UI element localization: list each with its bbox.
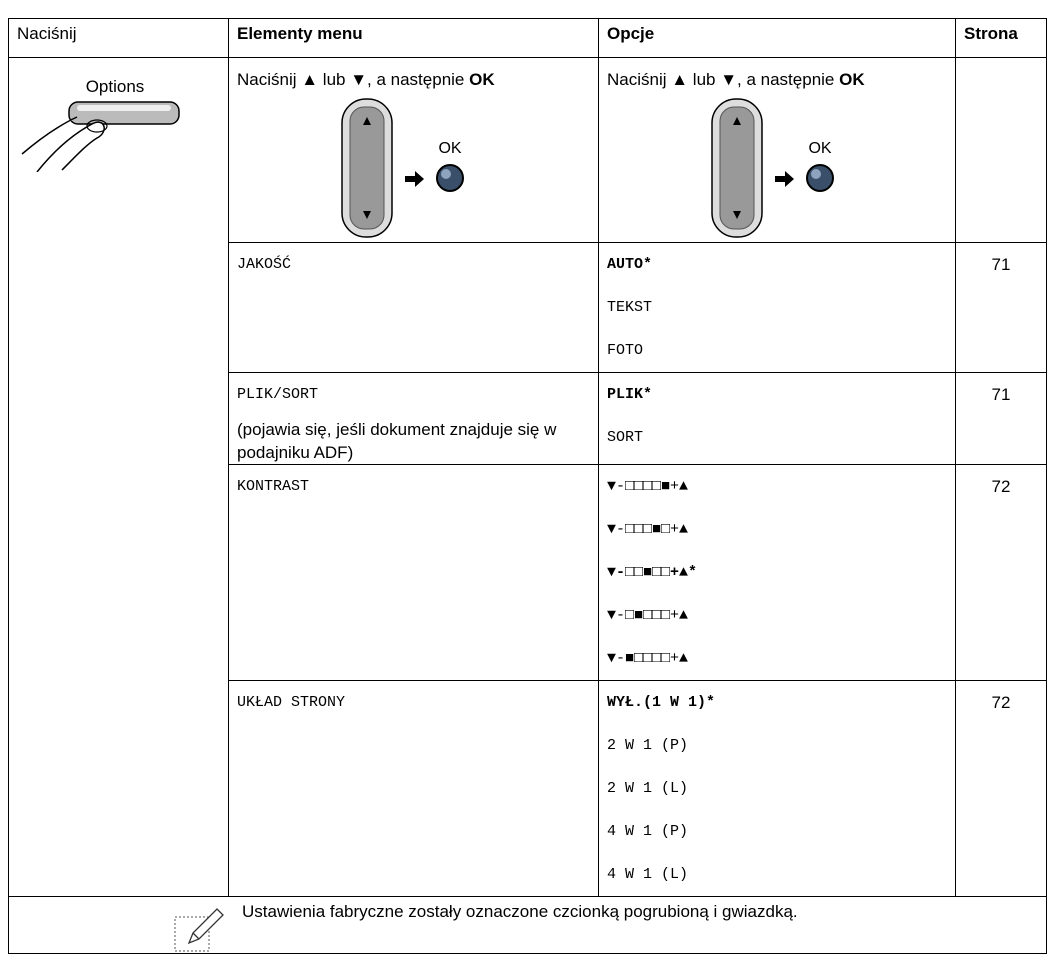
option: 2 W 1 (P) xyxy=(607,737,689,754)
down-arrow xyxy=(363,211,371,219)
instruction-bold: OK xyxy=(839,70,865,89)
option: TEKST xyxy=(607,299,653,316)
instruction: Naciśnij ▲ lub ▼, a następnie xyxy=(607,70,835,89)
right-arrow xyxy=(775,171,794,187)
press-cell: Options xyxy=(8,57,229,897)
fingernail xyxy=(86,119,108,133)
ok-shine xyxy=(441,169,451,179)
menu-item: KONTRAST xyxy=(237,478,310,495)
note-wrap: Ustawienia fabryczne zostały oznaczone c… xyxy=(17,897,1046,953)
page-cell: 71 xyxy=(955,372,1047,465)
item-cell: PLIK/SORT (pojawia się, jeśli dokument zn… xyxy=(228,372,599,465)
menu-row: PLIK/SORT (pojawia się, jeśli dokument zn… xyxy=(9,372,1047,465)
instruction-cell: Naciśnij ▲ lub ▼, a następnie OK OK xyxy=(598,57,956,243)
header-row: Naciśnij Elementy menu Opcje Strona xyxy=(8,18,1047,58)
instruction-text: Naciśnij ▲ lub ▼, a następnie OK xyxy=(237,65,598,95)
rocker-inner xyxy=(719,106,755,230)
page-number: 71 xyxy=(991,385,1011,404)
option: SORT xyxy=(607,429,644,446)
instruction-row: Options Naciśnij ▲ lub ▼, a następnie OK O… xyxy=(8,57,1047,897)
options-button: Options xyxy=(21,77,180,172)
ok-label: OK xyxy=(808,140,831,157)
option: ▼-□□□□■+▲ xyxy=(607,478,689,495)
page-number: 72 xyxy=(991,693,1011,712)
header-cell: Naciśnij xyxy=(8,18,229,58)
ok-button xyxy=(806,164,834,192)
options-cell: ▼-□□□□■+▲ ▼-□□□■□+▲ ▼-□□■□□+▲* ▼-□■□□□+▲ ▼-■… xyxy=(598,464,956,681)
option: AUTO* xyxy=(607,256,653,273)
option: ▼-■□□□□+▲ xyxy=(607,650,689,667)
note-text: Ustawienia fabryczne zostały oznaczone c… xyxy=(242,902,798,921)
finger xyxy=(21,116,105,172)
instruction-bold: OK xyxy=(469,70,495,89)
menu-item: JAKOŚĆ xyxy=(237,256,292,273)
menu-item: UKŁAD STRONY xyxy=(237,694,346,711)
option: 4 W 1 (L) xyxy=(607,866,689,883)
item-cell: KONTRAST xyxy=(228,464,599,681)
menu-row: UKŁAD STRONY WYŁ.(1 W 1)* 2 W 1 (P) 2 W 1 (… xyxy=(9,680,1047,897)
instruction-cell: Naciśnij ▲ lub ▼, a następnie OK OK xyxy=(228,57,599,243)
option: WYŁ.(1 W 1)* xyxy=(607,694,716,711)
options-cell: PLIK* SORT xyxy=(598,372,956,465)
options-cell: WYŁ.(1 W 1)* 2 W 1 (P) 2 W 1 (L) 4 W 1 (P) 4… xyxy=(598,680,956,897)
page-cell: 71 xyxy=(955,242,1047,373)
ok-label: OK xyxy=(438,140,461,157)
option: 4 W 1 (P) xyxy=(607,823,689,840)
note-icon xyxy=(174,908,224,952)
option: FOTO xyxy=(607,342,644,359)
item-description: (pojawia się, jeśli dokument znajduje si… xyxy=(237,420,557,462)
options-cell: AUTO* TEKST FOTO xyxy=(598,242,956,373)
option: PLIK* xyxy=(607,386,653,403)
option: ▼-□□■□□+▲* xyxy=(607,564,698,581)
up-arrow xyxy=(363,117,371,125)
instruction: Naciśnij ▲ lub ▼, a następnie xyxy=(237,70,465,89)
option: ▼-□■□□□+▲ xyxy=(607,607,689,624)
up-arrow xyxy=(733,117,741,125)
page-number: 71 xyxy=(991,255,1011,274)
note-row: Ustawienia fabryczne zostały oznaczone c… xyxy=(8,896,1047,954)
header-cell: Opcje xyxy=(598,18,956,58)
menu-item: PLIK/SORT xyxy=(237,386,319,403)
page-cell: 72 xyxy=(955,680,1047,897)
rocker-inner xyxy=(349,106,385,230)
navigation-graphic: OK xyxy=(341,98,464,238)
right-arrow xyxy=(405,171,424,187)
option: 2 W 1 (L) xyxy=(607,780,689,797)
item-cell: JAKOŚĆ xyxy=(228,242,599,373)
button-shine xyxy=(77,105,171,111)
header-cell: Strona xyxy=(955,18,1047,58)
note-cell: Ustawienia fabryczne zostały oznaczone c… xyxy=(8,896,1047,954)
ok-shine xyxy=(811,169,821,179)
menu-row: KONTRAST ▼-□□□□■+▲ ▼-□□□■□+▲ ▼-□□■□□+▲* ▼-□■… xyxy=(9,464,1047,681)
ok-button xyxy=(436,164,464,192)
menu-row: JAKOŚĆ AUTO* TEKST FOTO 71 xyxy=(9,242,1047,373)
empty-cell xyxy=(955,57,1047,243)
instruction-text: Naciśnij ▲ lub ▼, a następnie OK xyxy=(607,65,955,95)
menu-table: Naciśnij Elementy menu Opcje Strona Options N… xyxy=(8,18,1047,954)
pencil xyxy=(187,908,224,945)
navigation-graphic: OK xyxy=(711,98,834,238)
option: ▼-□□□■□+▲ xyxy=(607,521,689,538)
down-arrow xyxy=(733,211,741,219)
page-number: 72 xyxy=(991,477,1011,496)
button-label: Options xyxy=(86,77,145,96)
item-cell: UKŁAD STRONY xyxy=(228,680,599,897)
page-cell: 72 xyxy=(955,464,1047,681)
header-cell: Elementy menu xyxy=(228,18,599,58)
